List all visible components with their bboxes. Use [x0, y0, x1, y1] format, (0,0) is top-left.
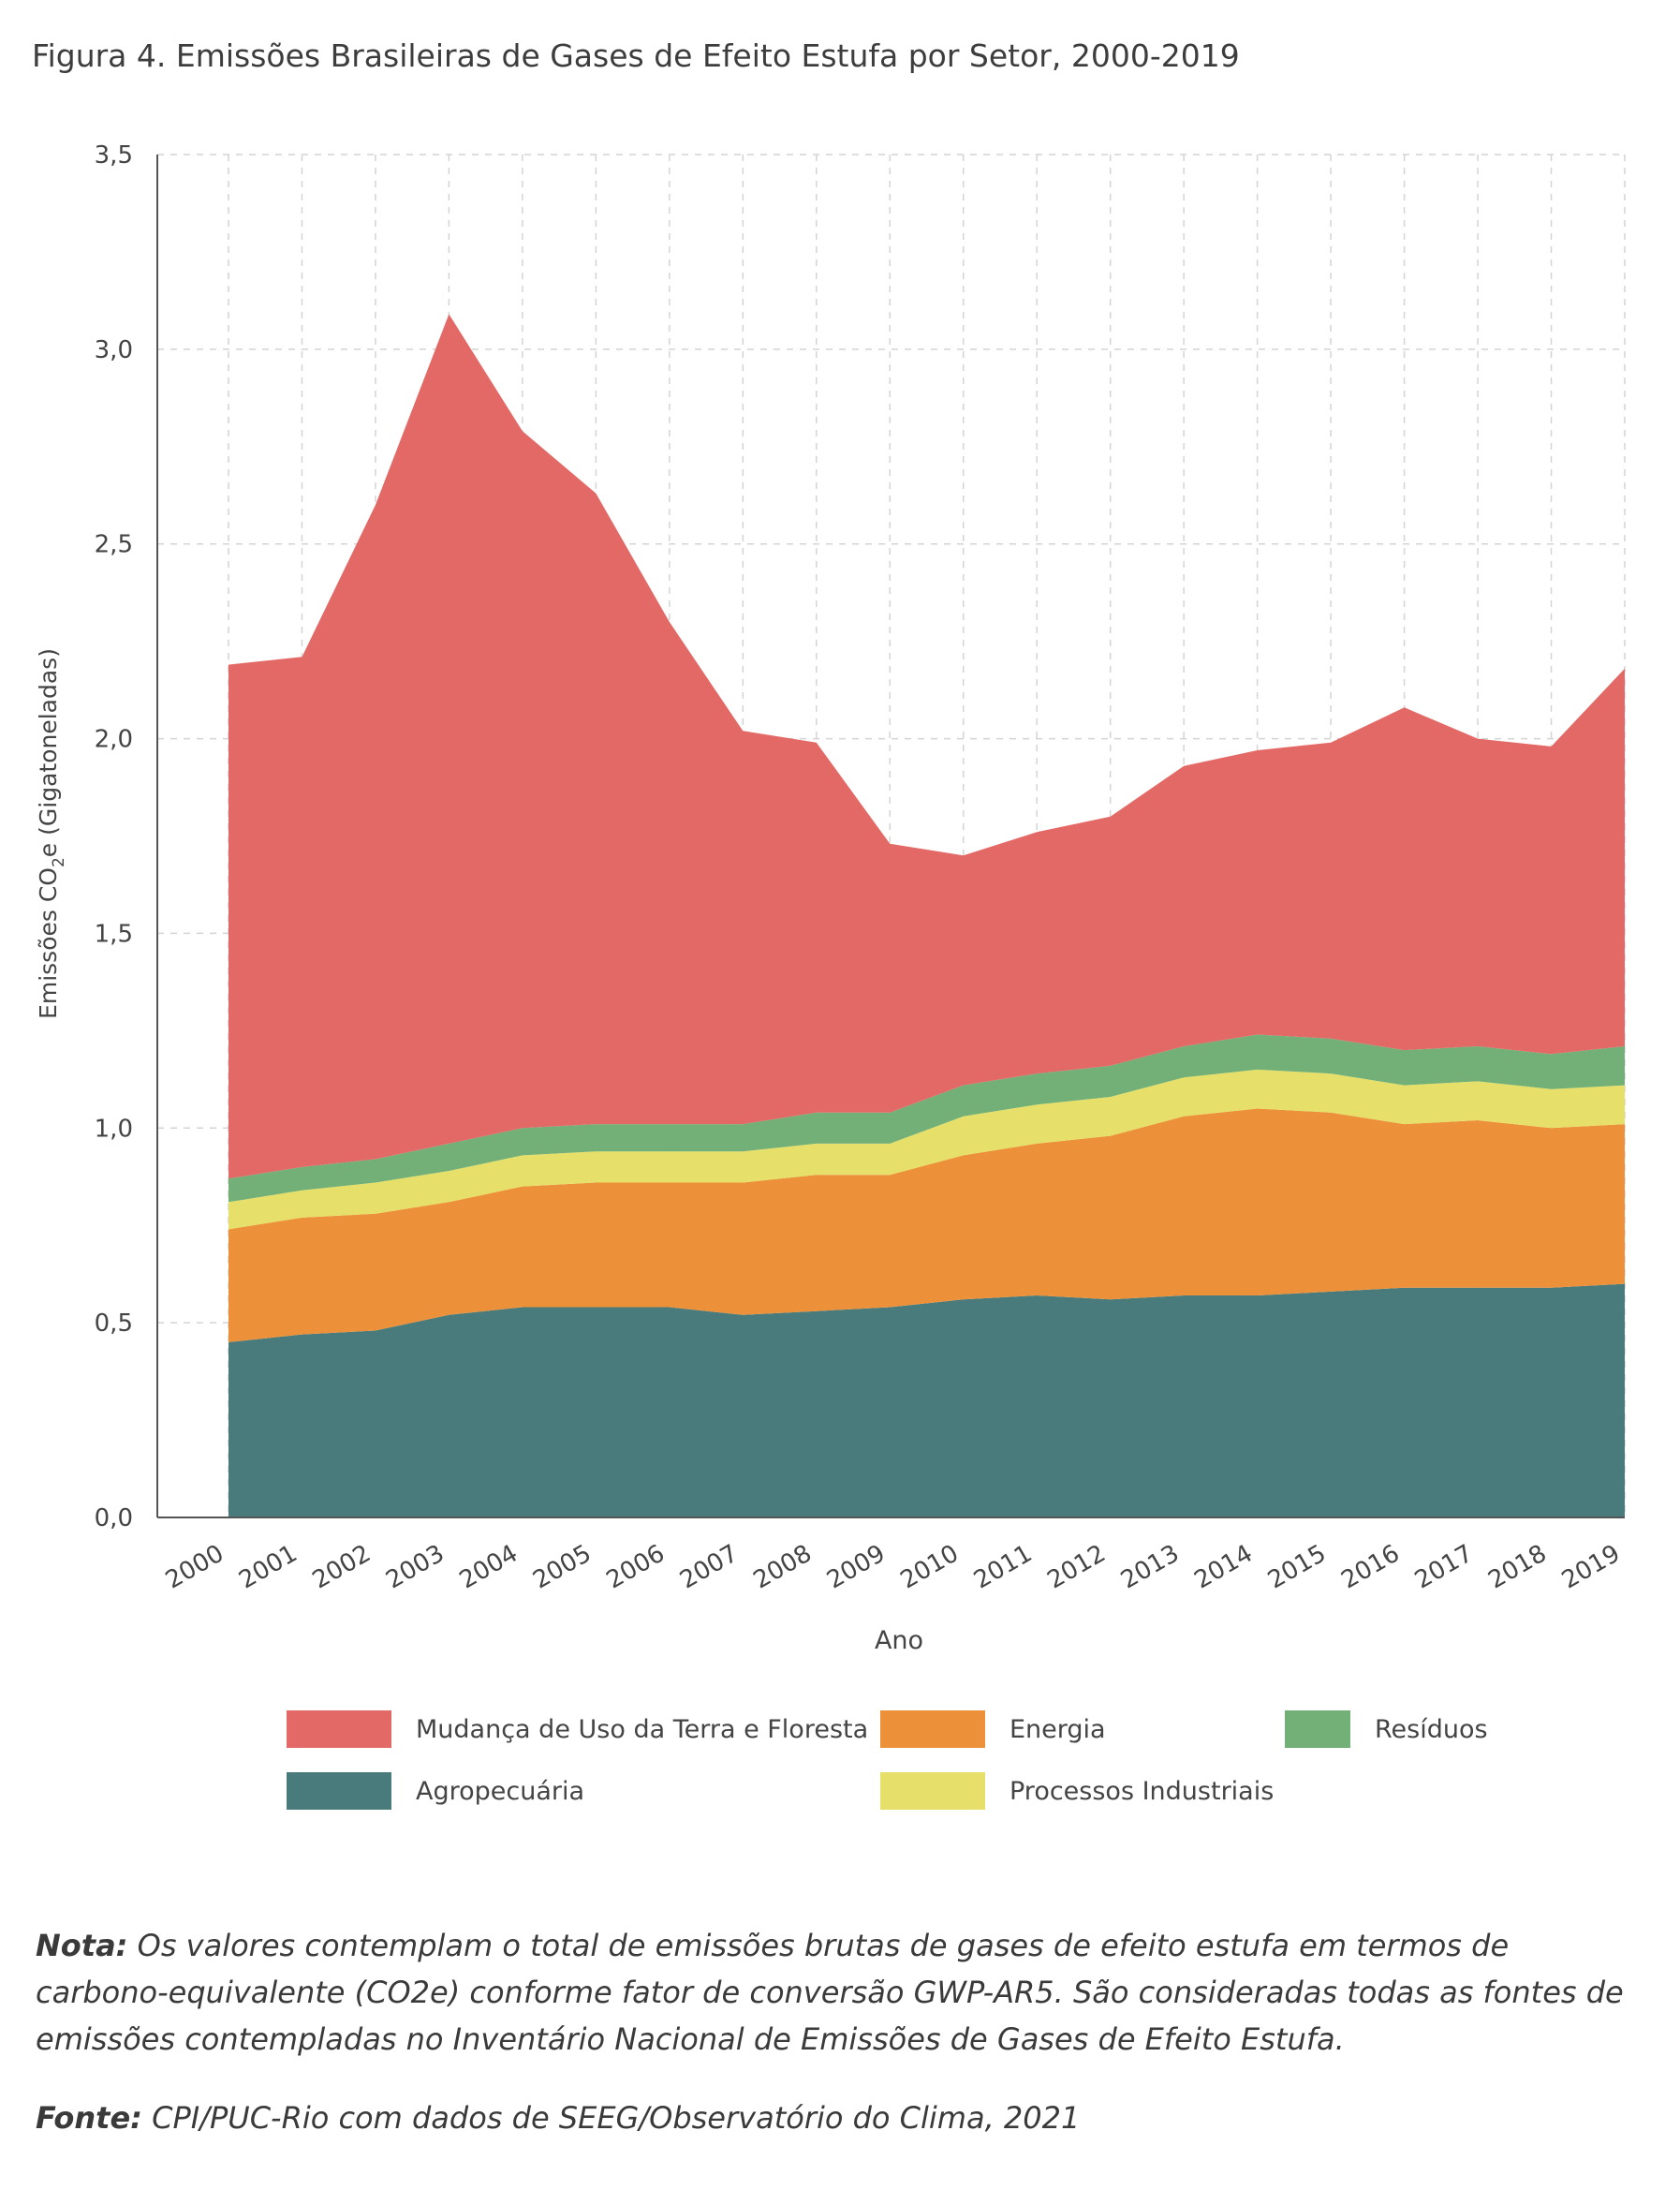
stacked-area-chart: 0,00,51,01,52,02,53,03,5 2000 2001 2002 200…: [35, 141, 1626, 1655]
y-tick-label: 0,5: [95, 1310, 133, 1338]
note-label: Nota:: [36, 1928, 128, 1963]
legend-label: Agropecuária: [416, 1776, 585, 1806]
x-tick-label: 2016: [1336, 1540, 1404, 1595]
legend-swatch: [287, 1710, 391, 1748]
area-mudanca-de-uso-da-terra-e-floresta: [228, 314, 1625, 1179]
y-tick-label: 3,5: [95, 141, 133, 170]
area-agropecuaria: [228, 1283, 1625, 1517]
note: Nota: Os valores contemplam o total de e…: [36, 1922, 1646, 2063]
legend-item-energia: Energia: [880, 1710, 1106, 1748]
y-tick-label: 1,0: [95, 1115, 133, 1143]
x-tick-label: 2011: [969, 1540, 1037, 1595]
y-tick-labels: 0,0 0,5 1,0 1,5 2,0 2,5 3,0 3,5: [95, 141, 133, 1532]
x-tick-label: 2001: [234, 1540, 302, 1595]
area-energia: [228, 1108, 1625, 1342]
area-residuos: [228, 1034, 1625, 1203]
legend-swatch: [287, 1772, 391, 1810]
y-tick-label: 0,0: [95, 1504, 133, 1532]
x-tick-label: 2004: [455, 1540, 523, 1595]
x-tick-labels: 2000 2001 2002 2003 2004 2005 2006 2007 2008 2009…: [161, 1540, 1625, 1595]
x-tick-label: 2012: [1043, 1540, 1111, 1595]
legend-item-residuos: Resíduos: [1285, 1710, 1488, 1748]
x-tick-label: 2003: [381, 1540, 449, 1595]
x-axis-label: Ano: [875, 1626, 923, 1655]
x-tick-label: 2010: [896, 1540, 964, 1595]
x-tick-label: 2013: [1116, 1540, 1184, 1595]
x-tick-label: 2000: [161, 1540, 228, 1595]
x-tick-label: 2018: [1483, 1540, 1551, 1595]
y-tick-label: 1,5: [95, 920, 133, 948]
x-tick-label: 2009: [822, 1540, 890, 1595]
legend-label: Energia: [1009, 1714, 1106, 1744]
legend: Mudança de Uso da Terra e Floresta Energ…: [0, 1710, 1680, 1842]
axes: [156, 155, 1625, 1518]
x-tick-label: 2008: [749, 1540, 817, 1595]
legend-label: Processos Industriais: [1009, 1776, 1275, 1806]
legend-label: Resíduos: [1375, 1714, 1488, 1744]
x-tick-label: 2017: [1410, 1540, 1478, 1595]
source-label: Fonte:: [36, 2100, 142, 2136]
legend-item-agropecuaria: Agropecuária: [287, 1772, 584, 1810]
x-tick-label: 2002: [308, 1540, 376, 1595]
x-tick-label: 2006: [602, 1540, 670, 1595]
legend-item-processos-industriais: Processos Industriais: [880, 1772, 1274, 1810]
x-tick-label: 2005: [528, 1540, 596, 1595]
legend-label: Mudança de Uso da Terra e Floresta: [416, 1714, 869, 1744]
y-axis-label: Emissões CO2e (Gigatoneladas): [35, 648, 68, 1019]
x-tick-label: 2014: [1189, 1540, 1257, 1595]
y-tick-label: 3,0: [95, 336, 133, 364]
x-tick-label: 2007: [675, 1540, 743, 1595]
area-processos-industriais: [228, 1069, 1625, 1230]
source: Fonte: CPI/PUC-Rio com dados de SEEG/Obs…: [36, 2100, 1080, 2136]
source-text: CPI/PUC-Rio com dados de SEEG/Observatór…: [141, 2100, 1081, 2136]
y-tick-label: 2,5: [95, 531, 133, 559]
note-text: Os valores contemplam o total de emissõe…: [36, 1928, 1624, 2057]
y-tick-label: 2,0: [95, 726, 133, 754]
legend-swatch: [880, 1772, 985, 1810]
x-tick-label: 2019: [1557, 1540, 1625, 1595]
legend-item-mudanca-uso-terra: Mudança de Uso da Terra e Floresta: [287, 1710, 868, 1748]
x-tick-label: 2015: [1263, 1540, 1331, 1595]
legend-swatch: [880, 1710, 985, 1748]
chart-title: Figura 4. Emissões Brasileiras de Gases …: [32, 37, 1240, 74]
area-series: [228, 314, 1625, 1517]
legend-swatch: [1285, 1710, 1350, 1748]
